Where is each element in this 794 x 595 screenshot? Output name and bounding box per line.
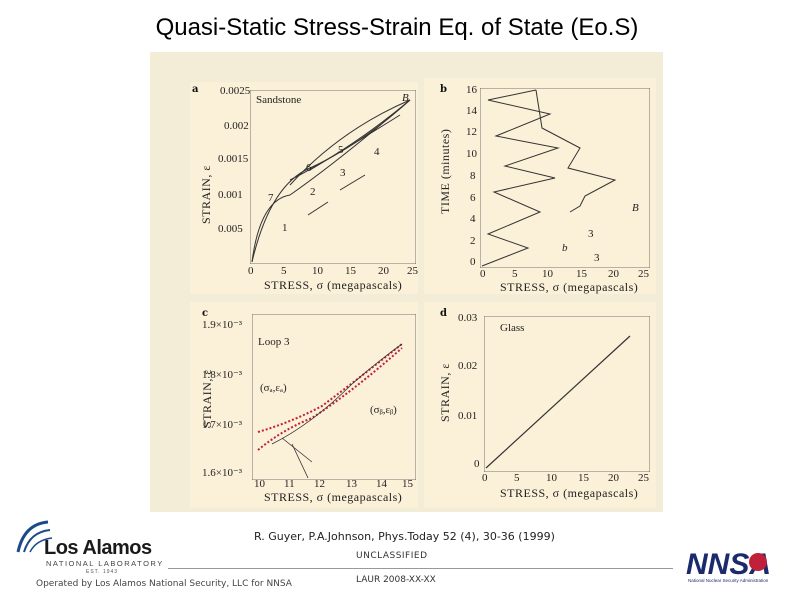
panel-d-xtick: 10 [546,472,557,484]
panel-d: d STRAIN, ε 0.03 0.02 0.01 0 Glass 0 5 1… [424,302,656,508]
panel-b-tag-b: b [562,242,568,254]
panel-c: c STRAIN, ε 1.9×10⁻³ 1.8×10⁻³ 1.7×10⁻³ 1… [190,302,418,508]
panel-a-plot [250,90,416,264]
panel-b-ytick: 6 [470,192,476,204]
panel-b-xtick: 25 [638,268,649,280]
panel-b-xtick: 0 [480,268,486,280]
panel-a-xtick: 15 [345,265,356,277]
nnsa-logo-icon: NNSA [686,548,771,578]
panel-b-ytick: 4 [470,213,476,225]
panel-d-label: Glass [500,322,525,334]
panel-a-loop-number: 7 [268,192,274,204]
nnsa-logo-subtext: National Nuclear Security Administration [688,578,769,583]
panel-b-xtick: 5 [512,268,518,280]
panel-c-ytick: 1.7×10⁻³ [202,419,243,431]
panel-d-xlabel: STRESS, σ (megapascals) [500,486,639,500]
panel-a-endpoint: B [402,92,409,104]
figure-scan: a STRAIN, ε 0.0025 0.002 0.0015 0.001 0.… [150,52,663,512]
panel-c-ytick: 1.9×10⁻³ [202,319,243,331]
panel-c-label: Loop 3 [258,336,290,348]
panel-b-tag-3b: 3 [594,252,600,264]
lanl-logo-subtext: NATIONAL LABORATORY [46,559,164,568]
panel-c-xtick: 13 [346,478,357,490]
panel-a-loop-number: 5 [338,144,344,156]
panel-d-ytick: 0 [474,458,480,470]
panel-b-ytick: 8 [470,170,476,182]
panel-b-xtick: 15 [576,268,587,280]
panel-c-ytick: 1.8×10⁻³ [202,369,243,381]
panel-a-ylabel: STRAIN, ε [199,165,213,224]
panel-c-xtick: 11 [284,478,295,490]
panel-b-letter: b [440,84,447,95]
panel-d-xtick: 15 [578,472,589,484]
panel-b-plot [480,88,650,268]
panel-c-point-a: (σₐ,εₐ) [260,382,287,394]
panel-a-label: Sandstone [256,94,302,106]
panel-d-ytick: 0.01 [458,410,478,422]
panel-a: a STRAIN, ε 0.0025 0.002 0.0015 0.001 0.… [190,82,418,294]
panel-c-point-b: (σᵦ,εᵦ) [370,404,397,416]
panel-d-xtick: 20 [608,472,619,484]
panel-a-letter: a [192,84,199,95]
lanl-logo-est: EST. 1943 [86,569,119,575]
panel-c-xtick: 14 [376,478,387,490]
panel-a-loop-number: 4 [374,146,380,158]
panel-a-xtick: 20 [378,265,389,277]
panel-a-xtick: 0 [248,265,254,277]
footer-divider [168,568,673,569]
panel-b-ytick: 16 [466,84,477,96]
panel-d-ytick: 0.03 [458,312,478,324]
panel-b-ytick: 14 [466,105,477,117]
footer-operator: Operated by Los Alamos National Security… [36,579,292,589]
panel-c-xtick: 12 [314,478,325,490]
classification-label: UNCLASSIFIED [356,551,428,561]
panel-c-letter: c [202,308,209,319]
panel-b-ytick: 10 [466,148,477,160]
panel-a-ytick: 0.005 [218,223,243,235]
panel-c-plot [252,314,416,480]
panel-b: b TIME (minutes) 16 14 12 10 8 6 4 2 0 B… [424,78,656,294]
panel-c-xtick: 15 [402,478,413,490]
panel-a-loop-number: 6 [306,162,312,174]
panel-a-ytick: 0.002 [224,120,249,132]
panel-b-ytick: 0 [470,256,476,268]
panel-b-xtick: 10 [542,268,553,280]
panel-a-loop-number: 3 [340,167,346,179]
panel-a-ytick: 0.0025 [220,85,251,97]
panel-a-loop-number: 1 [282,222,288,234]
lanl-logo-text: Los Alamos [44,537,152,559]
panel-b-xlabel: STRESS, σ (megapascals) [500,280,639,294]
panel-d-letter: d [440,308,447,319]
citation: R. Guyer, P.A.Johnson, Phys.Today 52 (4)… [254,530,555,543]
panel-b-ytick: 2 [470,235,476,247]
panel-b-endpoint: B [632,202,639,214]
panel-d-xtick: 0 [482,472,488,484]
panel-d-ytick: 0.02 [458,360,478,372]
footer-laur: LAUR 2008-XX-XX [356,575,436,585]
panel-b-xtick: 20 [608,268,619,280]
panel-a-xtick: 25 [407,265,418,277]
panel-c-xtick: 10 [254,478,265,490]
panel-d-xtick: 5 [514,472,520,484]
panel-a-ytick: 0.001 [218,189,243,201]
panel-d-xtick: 25 [638,472,649,484]
panel-a-xtick: 10 [312,265,323,277]
panel-d-ylabel: STRAIN, ε [438,363,452,422]
panel-c-xlabel: STRESS, σ (megapascals) [264,490,403,504]
panel-d-plot [484,316,650,472]
panel-a-loop-number: 2 [310,186,316,198]
panel-b-tag-3a: 3 [588,228,594,240]
panel-c-ytick: 1.6×10⁻³ [202,467,243,479]
slide-title: Quasi-Static Stress-Strain Eq. of State … [155,14,639,41]
panel-b-ytick: 12 [466,126,477,138]
panel-b-ylabel: TIME (minutes) [438,128,452,214]
panel-a-xtick: 5 [281,265,287,277]
panel-a-ytick: 0.0015 [218,153,249,165]
lanl-logo-icon [16,520,53,553]
panel-a-xlabel: STRESS, σ (megapascals) [264,278,403,292]
